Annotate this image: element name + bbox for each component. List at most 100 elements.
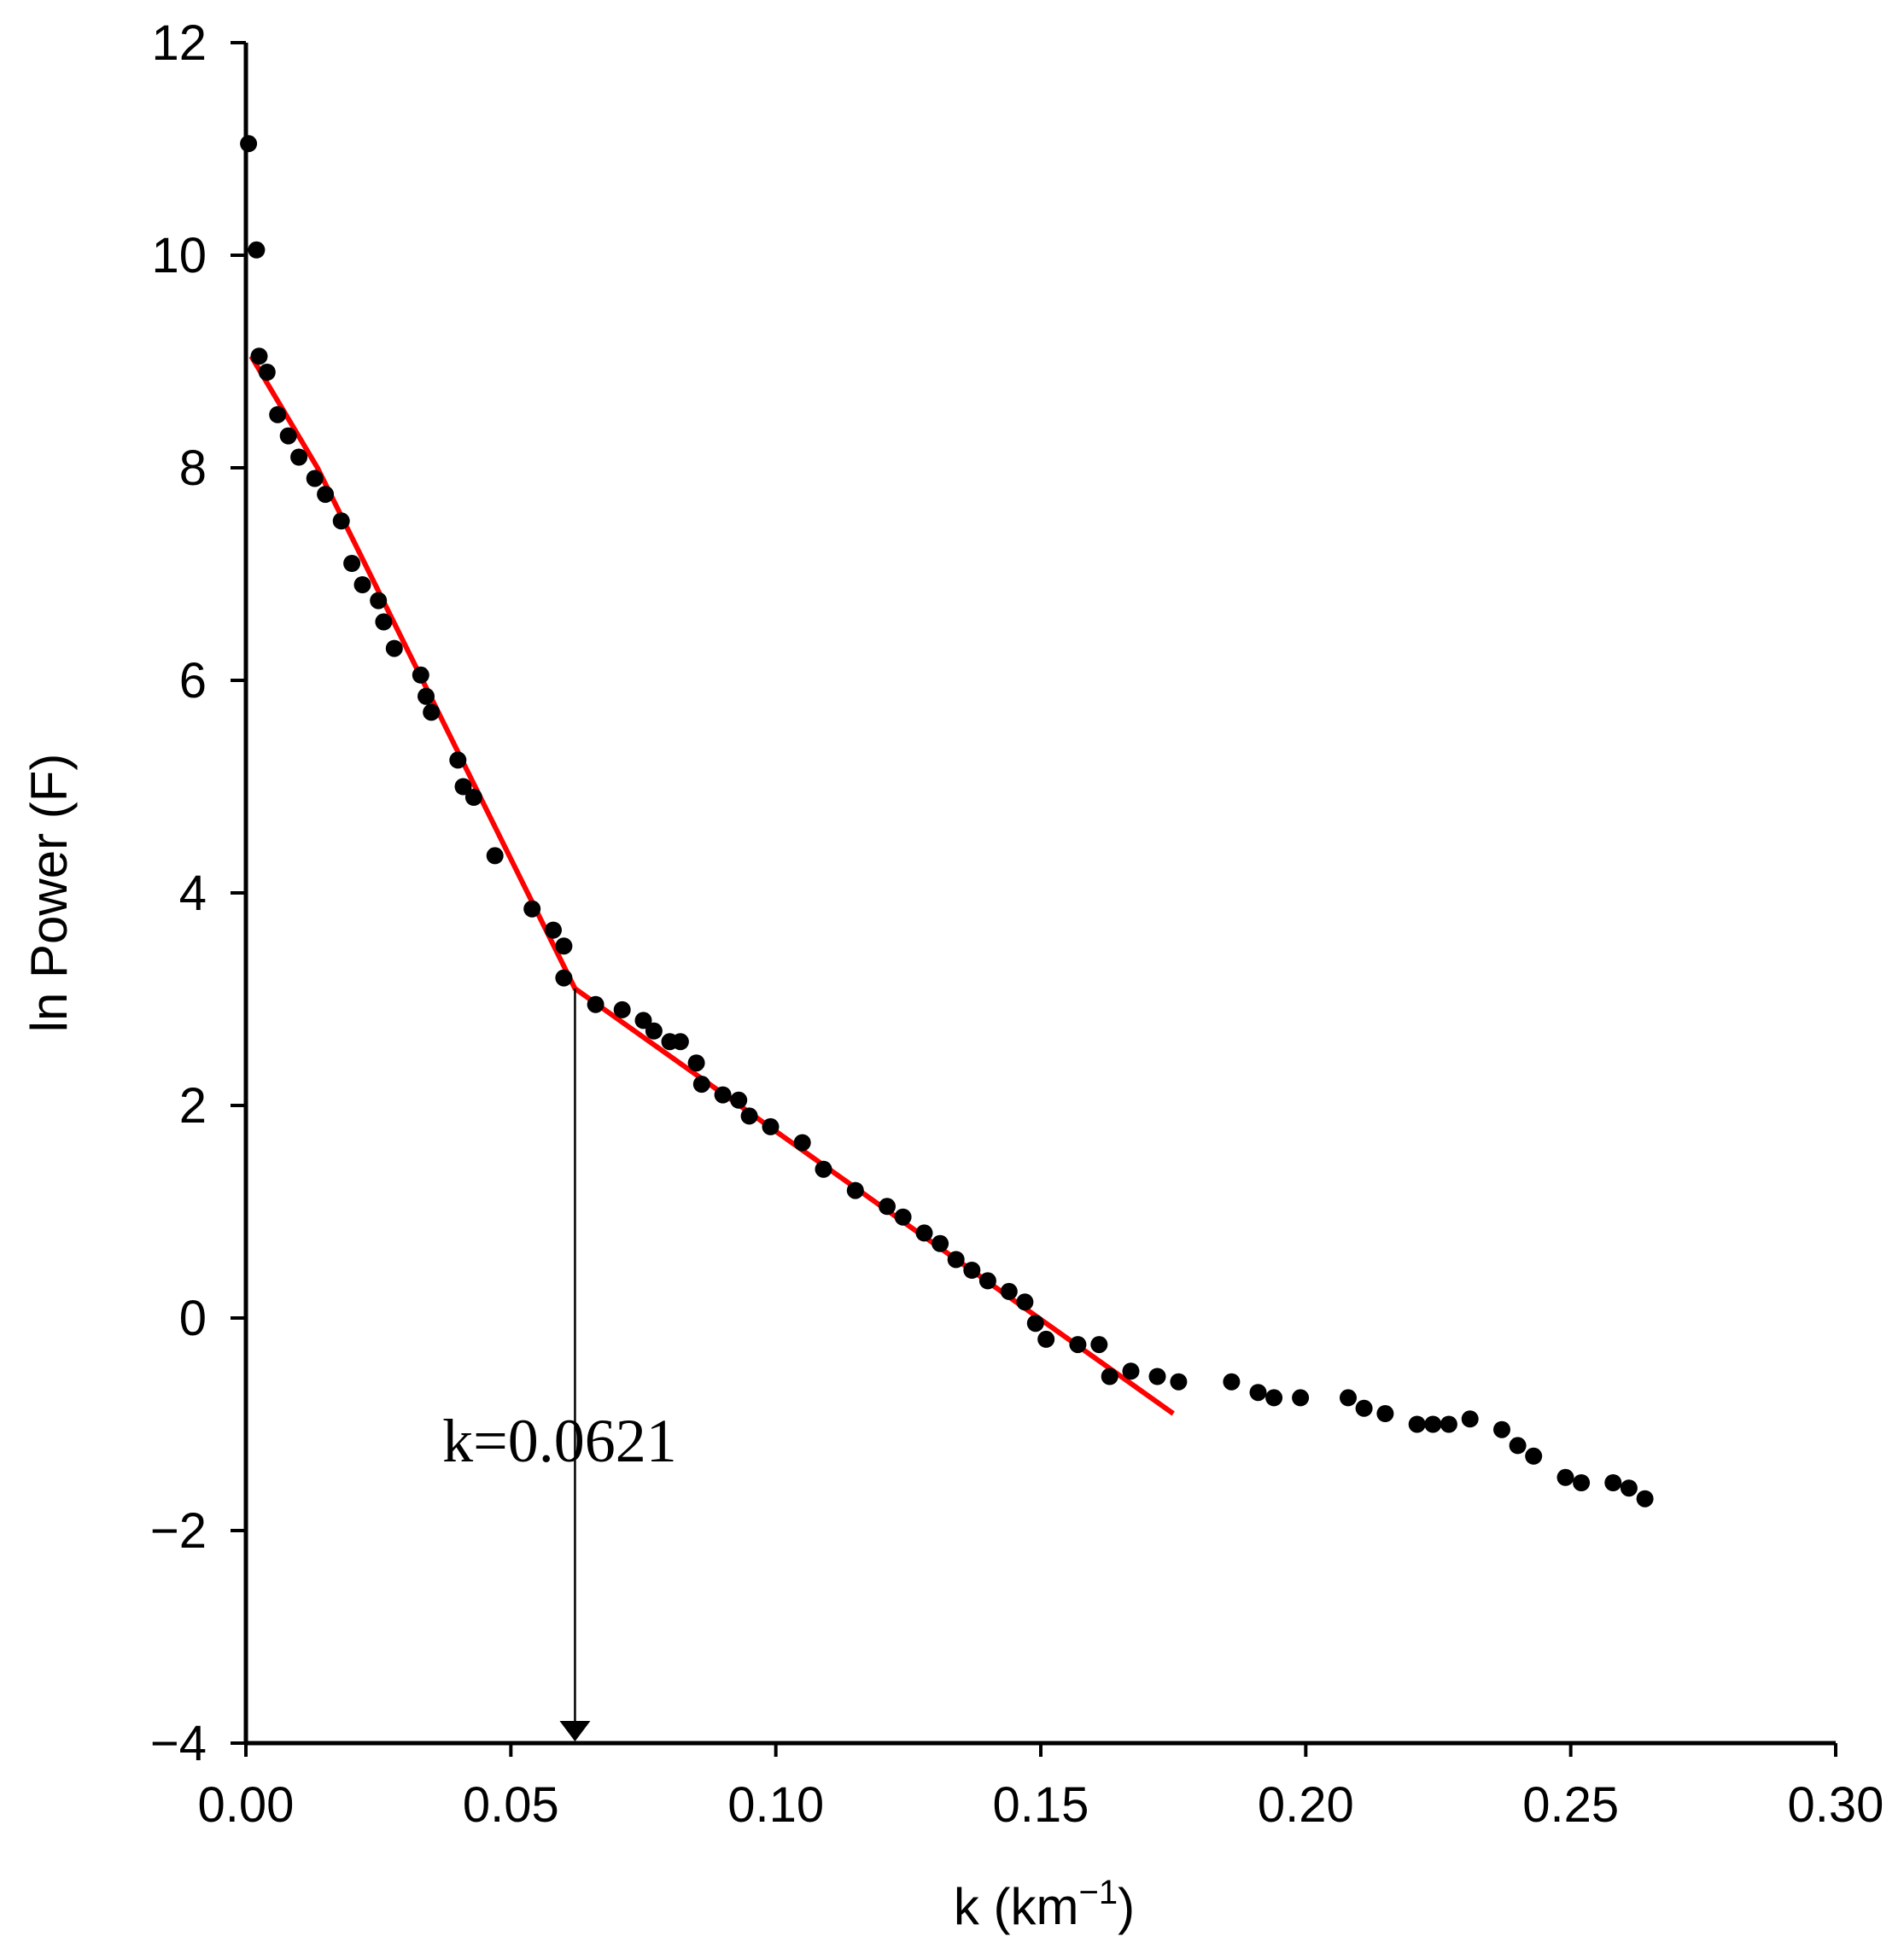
data-point: [370, 592, 388, 609]
y-tick-label: −2: [150, 1503, 207, 1559]
y-tick-label: 8: [179, 440, 207, 496]
data-point: [645, 1022, 663, 1040]
data-point: [1148, 1368, 1166, 1385]
data-point: [879, 1198, 896, 1216]
data-point: [1016, 1293, 1034, 1311]
y-tick-label: −4: [150, 1716, 207, 1771]
data-point: [375, 613, 393, 631]
data-point: [279, 427, 297, 445]
data-point: [545, 921, 562, 939]
data-point: [412, 666, 429, 684]
data-point: [762, 1117, 780, 1135]
data-point: [269, 405, 287, 423]
data-point: [915, 1224, 933, 1242]
data-point: [486, 847, 504, 865]
x-tick-label: 0.15: [993, 1777, 1089, 1833]
data-point: [1292, 1389, 1310, 1407]
data-point: [1493, 1420, 1510, 1438]
data-point: [1509, 1437, 1527, 1455]
data-point: [423, 703, 441, 721]
x-axis-title-superscript: −1: [1079, 1874, 1118, 1911]
data-point: [248, 241, 266, 259]
data-point: [1170, 1373, 1188, 1391]
data-point: [1376, 1405, 1394, 1422]
data-point: [932, 1234, 949, 1252]
data-point: [418, 687, 435, 705]
data-point: [714, 1086, 732, 1104]
axis-ticks: 0.00 0.05 0.10 0.15 0.20 0.25 0.30 12 10 8 6 4 2 0 −2 −…: [150, 15, 1884, 1833]
data-point: [1408, 1415, 1426, 1433]
axes: [243, 43, 1836, 1746]
data-point: [587, 995, 604, 1013]
data-point: [740, 1107, 758, 1125]
x-tick-label: 0.00: [198, 1777, 295, 1833]
data-point: [671, 1033, 689, 1051]
data-point: [1525, 1447, 1543, 1465]
data-point: [692, 1076, 710, 1094]
data-point: [523, 900, 541, 918]
data-point: [1440, 1415, 1457, 1433]
axis-titles: k (km−1) ln Power (F): [20, 754, 1135, 1935]
data-point: [290, 448, 308, 466]
data-point: [1122, 1362, 1140, 1380]
data-point: [894, 1208, 912, 1226]
data-point: [464, 789, 482, 806]
x-axis-title: k (km−1): [954, 1874, 1135, 1935]
data-point: [250, 347, 268, 365]
data-point: [1573, 1474, 1591, 1491]
y-tick-label: 6: [179, 653, 207, 709]
data-point: [1249, 1384, 1267, 1402]
x-tick-label: 0.05: [463, 1777, 559, 1833]
y-tick-label: 4: [179, 866, 207, 921]
x-tick-label: 0.30: [1788, 1777, 1884, 1833]
data-point: [555, 937, 573, 955]
y-axis-title: ln Power (F): [20, 754, 78, 1033]
data-point: [846, 1181, 864, 1199]
data-point: [353, 576, 371, 593]
x-tick-label: 0.25: [1522, 1777, 1619, 1833]
data-point: [1355, 1399, 1373, 1417]
data-point: [1604, 1474, 1622, 1491]
data-point: [1000, 1282, 1018, 1300]
data-point: [1101, 1368, 1118, 1385]
data-point: [978, 1272, 996, 1290]
data-point: [687, 1054, 705, 1072]
data-point: [730, 1091, 748, 1109]
data-point: [1461, 1410, 1479, 1428]
data-point: [306, 470, 324, 487]
data-point: [1090, 1336, 1108, 1354]
data-point: [613, 1000, 631, 1018]
fit-lines: [248, 354, 1175, 1416]
data-point: [240, 135, 258, 153]
data-point: [449, 751, 467, 769]
data-point: [1223, 1373, 1241, 1391]
data-point: [1636, 1490, 1654, 1508]
x-tick-label: 0.10: [727, 1777, 824, 1833]
data-point: [454, 778, 472, 796]
data-point: [1340, 1389, 1357, 1407]
data-point: [1037, 1330, 1055, 1348]
y-tick-label: 2: [179, 1078, 207, 1134]
data-point: [385, 639, 403, 657]
x-tick-label: 0.20: [1258, 1777, 1354, 1833]
data-point: [258, 364, 276, 381]
data-point: [1265, 1389, 1283, 1407]
y-tick-label: 10: [151, 228, 207, 283]
data-point: [793, 1134, 811, 1152]
y-tick-label: 12: [151, 15, 207, 71]
data-point: [1556, 1468, 1574, 1486]
data-point: [815, 1160, 832, 1178]
breakpoint-arrow-head: [559, 1721, 591, 1741]
data-point: [332, 512, 350, 530]
data-points: [240, 135, 1654, 1508]
data-point: [1620, 1479, 1638, 1497]
data-point: [555, 969, 573, 987]
data-point: [1069, 1336, 1087, 1354]
fit-line: [248, 354, 1175, 1416]
y-tick-label: 0: [179, 1291, 207, 1346]
annotation-group: k=0.0621: [442, 989, 677, 1741]
data-point: [634, 1012, 652, 1029]
data-point: [963, 1262, 981, 1279]
breakpoint-label: k=0.0621: [442, 1407, 677, 1475]
